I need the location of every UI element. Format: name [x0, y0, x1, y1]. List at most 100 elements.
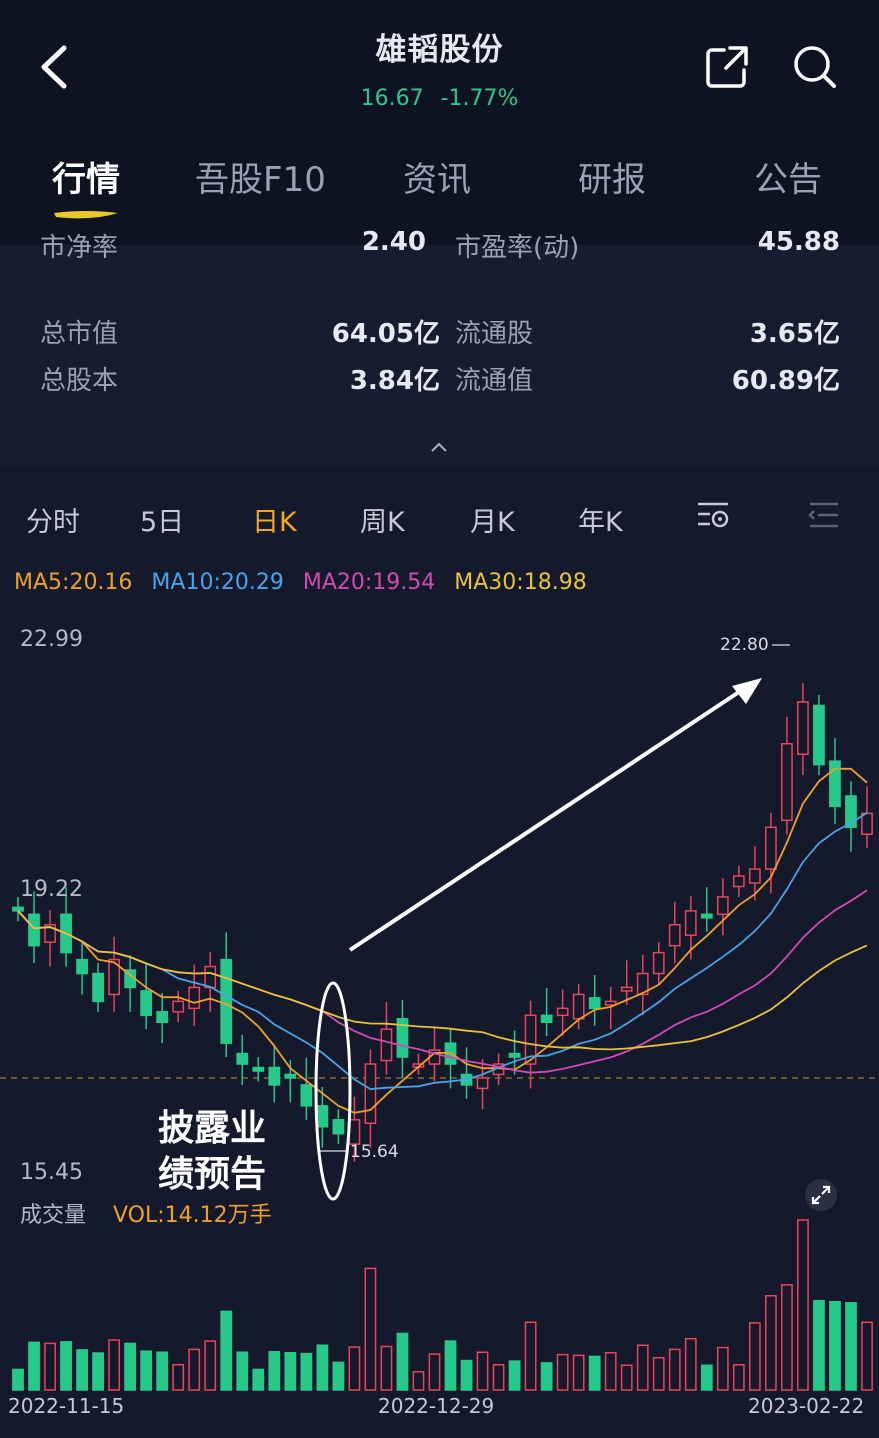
tab-news[interactable]: 资讯 — [403, 160, 471, 200]
period-tab-yearly[interactable]: 年K — [578, 507, 623, 538]
volume-bar — [588, 1355, 601, 1391]
volume-bar — [492, 1363, 505, 1391]
volume-bar — [412, 1371, 425, 1391]
volume-bar — [364, 1267, 377, 1391]
highlight-ellipse — [314, 981, 352, 1201]
y-axis-max: 22.99 — [20, 627, 83, 652]
candle-body — [12, 906, 24, 912]
candle-body — [220, 958, 233, 1044]
volume-bar — [652, 1356, 665, 1391]
candle-body — [748, 868, 761, 884]
candle-body — [508, 1052, 521, 1058]
candle-body — [396, 1018, 409, 1058]
volume-label: 成交量 — [20, 1203, 87, 1228]
ma30-label: MA30:18.98 — [454, 570, 587, 595]
volume-bar — [861, 1321, 873, 1391]
candle-body — [700, 913, 713, 919]
volume-bar — [813, 1299, 825, 1391]
volume-bar — [556, 1353, 569, 1391]
indicator-layout-icon[interactable] — [806, 500, 840, 530]
volume-bar — [204, 1340, 217, 1391]
y-axis-min: 15.45 — [20, 1160, 83, 1185]
candle-body — [829, 760, 841, 808]
ma10-line — [17, 811, 868, 1091]
stat-value-float-value: 60.89亿 — [731, 366, 840, 396]
volume-bar — [172, 1363, 185, 1391]
ma10-label: MA10:20.29 — [151, 570, 284, 595]
ma20-label: MA20:19.54 — [302, 570, 436, 595]
ma30-line — [17, 910, 868, 1051]
candle-body — [524, 1014, 537, 1065]
period-tab-5day[interactable]: 5日 — [140, 507, 185, 538]
volume-bar — [460, 1359, 473, 1391]
tab-research[interactable]: 研报 — [578, 160, 646, 200]
header: 雄韬股份 16.67 -1.77% 行情 吾股F10 资讯 研报 公告 — [0, 0, 879, 245]
volume-bar — [380, 1345, 393, 1391]
candle-body — [380, 1028, 393, 1062]
kline-svg — [0, 644, 879, 1391]
ma20-line — [17, 889, 868, 1074]
volume-bar — [636, 1344, 649, 1391]
volume-value: VOL:14.12万手 — [113, 1203, 272, 1228]
volume-bar — [428, 1353, 441, 1391]
period-tab-monthly[interactable]: 月K — [470, 507, 515, 538]
volume-bar — [781, 1284, 793, 1391]
period-tab-intraday[interactable]: 分时 — [26, 507, 80, 538]
candle-body — [108, 958, 120, 996]
period-tab-daily[interactable]: 日K — [252, 507, 297, 538]
period-selector: 分时 5日 日K 周K 月K 年K — [0, 488, 879, 550]
stock-price: 16.67 — [360, 86, 424, 111]
search-icon[interactable] — [792, 44, 838, 90]
volume-bar — [60, 1341, 72, 1391]
volume-bar — [540, 1362, 553, 1391]
candle-body — [732, 875, 745, 888]
kline-chart[interactable] — [0, 600, 879, 1420]
share-icon[interactable] — [704, 44, 750, 90]
chart-settings-icon[interactable] — [696, 498, 730, 532]
volume-bar — [765, 1295, 777, 1391]
candle-body — [284, 1073, 297, 1079]
ma5-line — [17, 767, 868, 1114]
stats-row: 总股本 3.84亿 流通值 60.89亿 — [0, 360, 879, 400]
tab-market[interactable]: 行情 — [52, 160, 120, 200]
candle-body — [620, 986, 633, 992]
volume-bar — [124, 1342, 137, 1391]
candle-body — [588, 997, 601, 1010]
candle-body — [300, 1084, 313, 1107]
stat-value: 2.40 — [361, 227, 426, 257]
candle-body — [572, 993, 585, 1020]
period-tab-weekly[interactable]: 周K — [360, 507, 405, 538]
volume-bar — [748, 1322, 761, 1391]
expand-icon[interactable] — [804, 1178, 838, 1212]
candle-body — [652, 951, 665, 975]
stock-title: 雄韬股份 — [375, 32, 504, 68]
candle-body — [92, 972, 104, 1003]
volume-bar — [732, 1363, 745, 1391]
volume-bar — [348, 1346, 361, 1391]
stat-label: 市净率 — [40, 233, 119, 263]
tab-announcements[interactable]: 公告 — [754, 160, 822, 200]
candle-body — [28, 913, 40, 947]
low-price-marker: 15.64 — [350, 1142, 399, 1162]
candle-body — [781, 742, 793, 822]
volume-bar — [332, 1361, 345, 1391]
candle-body — [668, 924, 681, 947]
volume-bar — [829, 1300, 841, 1391]
high-price-marker: 22.80 — [720, 635, 769, 655]
tab-f10[interactable]: 吾股F10 — [195, 160, 326, 200]
candle-body — [861, 812, 873, 836]
volume-bar — [444, 1340, 457, 1391]
trend-arrow-line — [348, 686, 747, 952]
volume-bar — [476, 1351, 489, 1391]
volume-bar — [316, 1344, 329, 1391]
candle-body — [140, 990, 153, 1017]
stats-row-cut: 市净率 2.40 市盈率(动) 45.88 — [0, 227, 879, 267]
volume-bar — [284, 1352, 297, 1391]
candle-body — [797, 701, 809, 755]
y-axis-mid: 19.22 — [20, 877, 83, 902]
back-icon[interactable] — [34, 42, 74, 92]
stock-quote: 16.67 -1.77% — [0, 86, 879, 111]
collapse-chevron-icon[interactable] — [428, 440, 450, 454]
stat-value-total-shares: 3.84亿 — [349, 366, 440, 396]
volume-bar — [44, 1342, 56, 1391]
